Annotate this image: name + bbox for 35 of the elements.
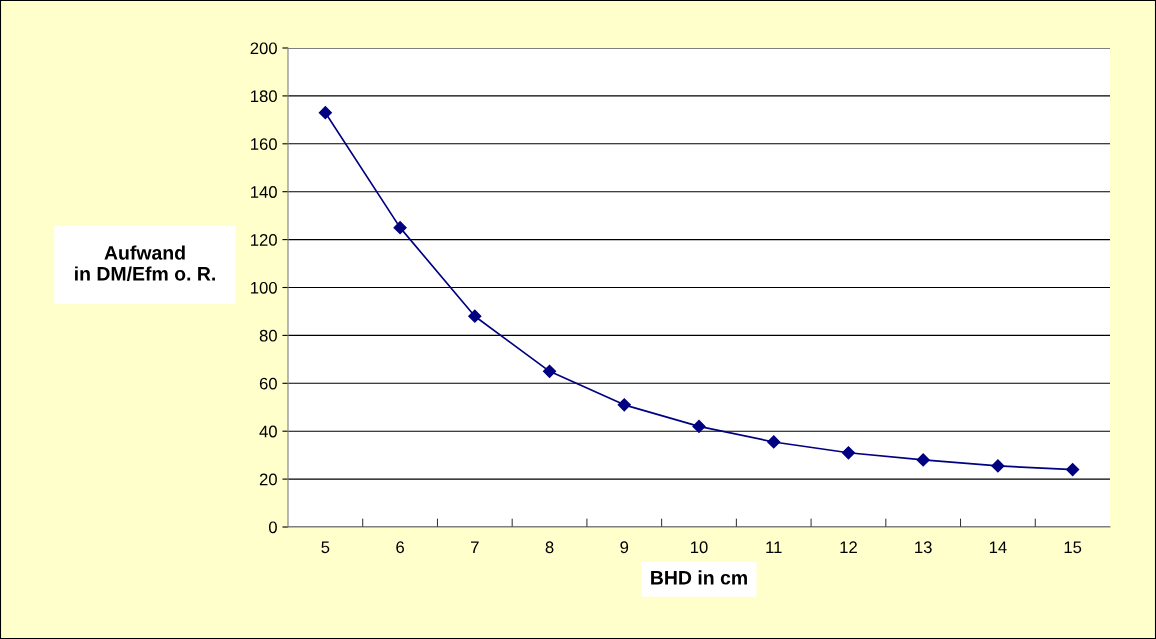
x-axis-title: BHD in cm [651,570,747,585]
x-tick-label: 13 [915,541,932,554]
x-tick-label: 11 [766,541,782,553]
x-tick-label: 5 [321,541,330,554]
point [841,446,856,460]
y-tick-label: 140 [251,186,277,198]
x-tick-label: 9 [620,541,629,554]
y-tick-label: 20 [259,473,277,486]
x-tick-label: 12 [840,541,857,553]
y-tick-label: 180 [251,90,277,103]
y-tick-label: 200 [250,42,277,55]
point [1066,462,1080,477]
x-tick-label: 15 [1064,541,1082,554]
point [468,309,482,323]
point [767,435,781,449]
y-tick-label: 40 [259,425,277,438]
point [617,398,631,412]
point [542,364,557,378]
point [692,419,706,433]
y-tick-label: 160 [251,138,277,150]
point [991,459,1005,473]
point [318,106,332,120]
y-tick-label: 100 [251,281,277,294]
x-tick-label: 14 [989,541,1007,553]
point [916,453,930,467]
x-tick-label: 8 [545,541,554,554]
x-tick-label: 7 [471,541,479,553]
y-tick-label: 120 [251,234,277,246]
y-tick-label: 60 [259,377,277,390]
y-tick-label: 80 [259,329,277,342]
x-tick-label: 10 [691,541,708,554]
y-tick-label: 0 [268,521,277,534]
point [393,221,407,235]
y-axis-title: Aufwand in DM/Efm o. R. [75,245,215,281]
x-tick-label: 6 [396,541,404,554]
